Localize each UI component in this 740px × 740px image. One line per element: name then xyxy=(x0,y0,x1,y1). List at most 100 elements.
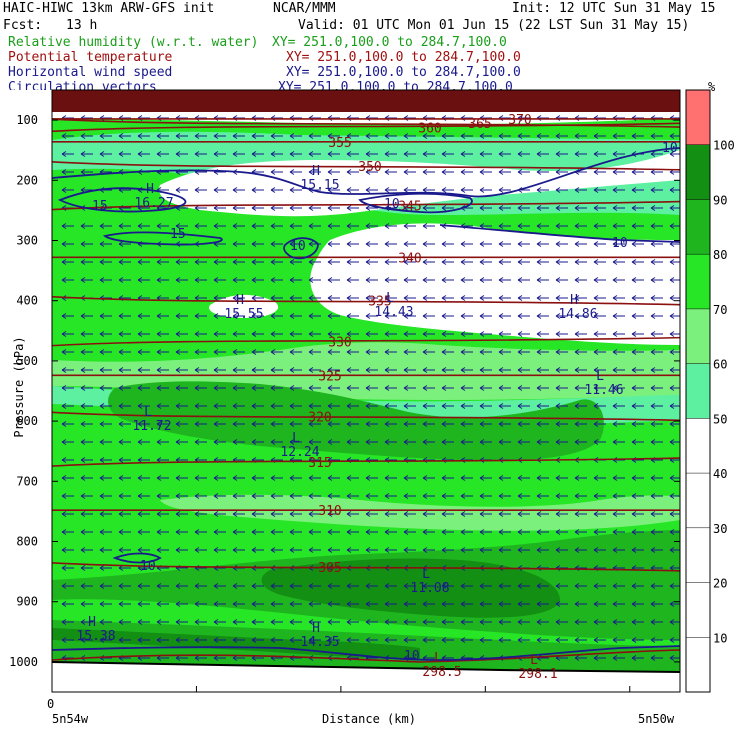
wind-vector xyxy=(555,187,568,193)
colorbar-label: 20 xyxy=(713,577,727,591)
wind-vector xyxy=(80,241,93,247)
wind-vector xyxy=(574,529,587,535)
wind-vector xyxy=(384,331,397,337)
wind-vector xyxy=(99,601,112,607)
wind-vector xyxy=(669,547,680,553)
wind-vector xyxy=(555,637,568,643)
wind-vector xyxy=(61,223,74,229)
wind-vector xyxy=(536,511,549,517)
wind-vector xyxy=(593,439,606,445)
wind-vector xyxy=(441,313,454,319)
wind-vector xyxy=(213,493,226,499)
wind-vector xyxy=(498,403,511,409)
wind-vector xyxy=(479,259,492,265)
wind-vector xyxy=(498,331,511,337)
wind-vector xyxy=(669,133,680,139)
wind-vector xyxy=(175,133,188,139)
wind-vector xyxy=(175,151,188,157)
wind-vector xyxy=(365,403,378,409)
wind-vector xyxy=(156,367,169,373)
wind-vector xyxy=(327,421,340,427)
wind-vector xyxy=(650,637,663,643)
wind-vector xyxy=(460,385,473,391)
wind-vector xyxy=(61,529,74,535)
wind-vector xyxy=(308,133,321,139)
wind-vector xyxy=(593,619,606,625)
wind-vector xyxy=(289,133,302,139)
wind-vector xyxy=(61,187,74,193)
wind-vector xyxy=(289,583,302,589)
wind-vector xyxy=(270,601,283,607)
wind-vector xyxy=(574,187,587,193)
y-tick-label: 700 xyxy=(16,474,38,488)
wind-vector xyxy=(536,295,549,301)
wind-contour-line xyxy=(283,237,319,260)
wind-vector xyxy=(346,223,359,229)
wind-vector xyxy=(403,331,416,337)
wind-vector xyxy=(118,583,131,589)
wind-vector xyxy=(175,331,188,337)
wind-vector xyxy=(61,313,74,319)
wind-vector xyxy=(327,493,340,499)
wind-vector xyxy=(137,133,150,139)
wind-vector xyxy=(365,367,378,373)
wind-contour-line xyxy=(51,645,681,661)
wind-vector xyxy=(156,619,169,625)
wind-vector xyxy=(403,475,416,481)
wind-vector xyxy=(99,583,112,589)
wind-vector xyxy=(327,151,340,157)
wind-vector xyxy=(308,169,321,175)
wind-vector xyxy=(213,367,226,373)
wind-vector xyxy=(80,493,93,499)
wind-vector xyxy=(669,511,680,517)
theta-contour-label: 365 xyxy=(468,117,491,132)
wind-vector xyxy=(365,385,378,391)
wind-vector xyxy=(498,295,511,301)
wind-vector xyxy=(498,187,511,193)
wind-vector xyxy=(346,439,359,445)
wind-vector xyxy=(289,223,302,229)
wind-vector xyxy=(650,133,663,139)
wind-vector xyxy=(422,529,435,535)
wind-vector xyxy=(175,511,188,517)
wind-vector xyxy=(213,637,226,643)
wind-vector xyxy=(593,421,606,427)
y-tick-label: 200 xyxy=(16,173,38,187)
wind-vector xyxy=(346,169,359,175)
wind-vector xyxy=(156,349,169,355)
wind-vector xyxy=(422,259,435,265)
wind-vector xyxy=(61,259,74,265)
wind-vector xyxy=(669,367,680,373)
wind-vector xyxy=(61,439,74,445)
wind-vector xyxy=(232,295,245,301)
wind-vector xyxy=(308,439,321,445)
wind-vector xyxy=(612,547,625,553)
wind-vector xyxy=(327,169,340,175)
wind-vector xyxy=(650,475,663,481)
wind-vector xyxy=(80,367,93,373)
wind-vector xyxy=(61,403,74,409)
wind-vector xyxy=(156,277,169,283)
wind-vector xyxy=(175,187,188,193)
wind-vector xyxy=(669,187,680,193)
wind-vector xyxy=(346,205,359,211)
wind-vector xyxy=(61,241,74,247)
wind-vector xyxy=(289,403,302,409)
wind-vector xyxy=(441,151,454,157)
wind-vector xyxy=(384,601,397,607)
wind-contour-label: 15 xyxy=(92,199,108,214)
wind-vector xyxy=(403,439,416,445)
wind-vector xyxy=(498,637,511,643)
wind-vector xyxy=(536,151,549,157)
wind-vector xyxy=(289,241,302,247)
wind-vector xyxy=(137,349,150,355)
wind-vector xyxy=(213,313,226,319)
wind-vector xyxy=(232,637,245,643)
wind-vector xyxy=(403,295,416,301)
wind-vector xyxy=(118,547,131,553)
wind-vector xyxy=(403,259,416,265)
wind-vector xyxy=(175,601,188,607)
wind-vector xyxy=(289,421,302,427)
wind-vector xyxy=(498,241,511,247)
wind-vector xyxy=(80,331,93,337)
